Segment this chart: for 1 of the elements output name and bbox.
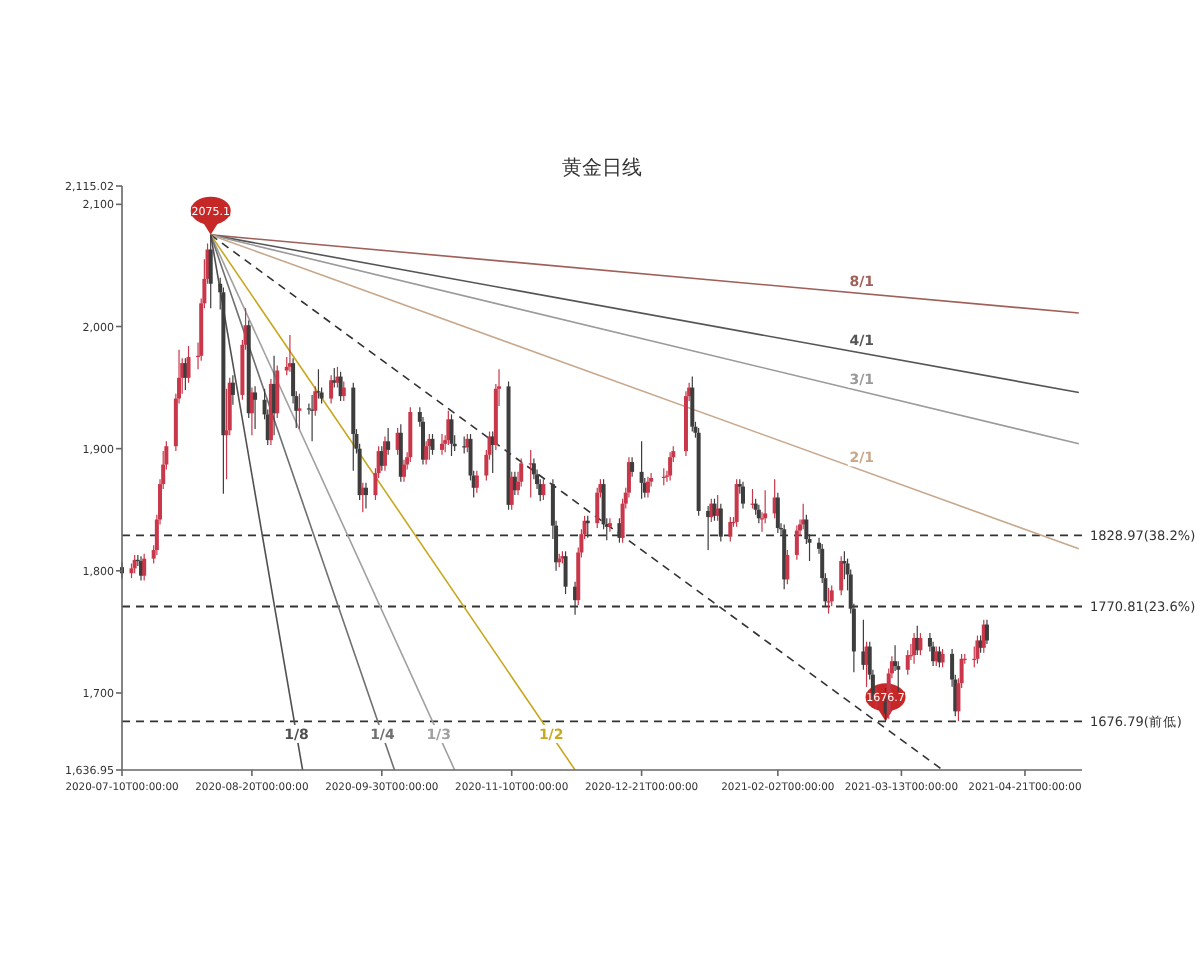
chart-title: 黄金日线 [562, 156, 642, 180]
